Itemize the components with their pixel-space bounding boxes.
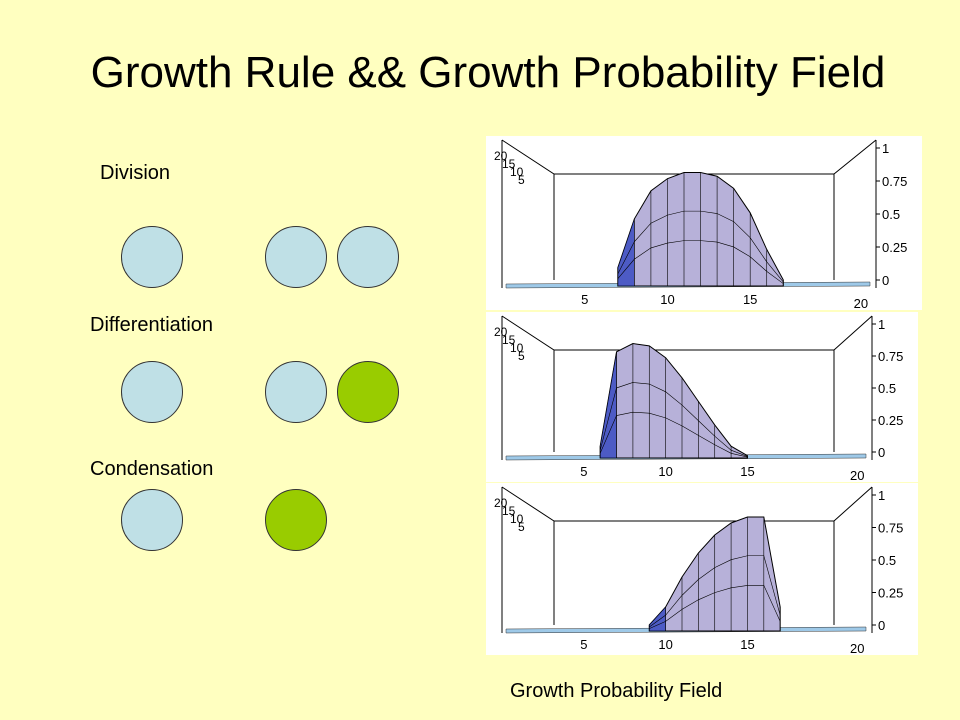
depth-tick-label: 15: [502, 157, 516, 171]
division-daughter-cell-2: [337, 226, 399, 288]
rule-label-differentiation: Differentiation: [90, 314, 214, 336]
probability-field-plot-2: 5 10 15 20 20 15 10 5 1 0.75 0.5 0.25 0: [486, 312, 918, 482]
rule-label-division: Division: [100, 162, 171, 184]
division-daughter-cell-1: [265, 226, 327, 288]
depth-tick-label: 5: [518, 520, 525, 534]
x-tick-label: 20: [850, 641, 864, 655]
frame-top-edge: [501, 315, 873, 351]
depth-tick-label: 5: [518, 173, 525, 187]
depth-tick-label: 10: [510, 341, 524, 355]
x-tick-label: 20: [850, 468, 864, 482]
depth-tick-label: 5: [518, 349, 525, 363]
x-tick-label: 20: [854, 296, 868, 310]
z-tick-label: 0.25: [882, 240, 907, 255]
frame-top-edge: [501, 486, 873, 522]
x-tick-label: 15: [743, 292, 757, 307]
probability-field-plot-3: 5 10 15 20 20 15 10 5 1 0.75 0.5 0.25 0: [486, 483, 918, 655]
surface-contour-line: [599, 382, 748, 457]
z-tick-label: 0.75: [878, 349, 903, 364]
depth-tick-label: 20: [494, 496, 508, 510]
plot-caption: Growth Probability Field: [510, 680, 723, 702]
x-tick-label: 5: [580, 464, 587, 479]
x-tick-label: 5: [581, 292, 588, 307]
depth-tick-label: 20: [494, 149, 508, 163]
z-tick-label: 0.25: [878, 586, 903, 601]
z-tick-label: 0.75: [878, 521, 903, 536]
depth-tick-label: 10: [510, 512, 524, 526]
probability-field-plot-1: 5 10 15 20 20 15 10 5 1 0.75 0.5 0.25 0: [486, 136, 922, 310]
slide-title: Growth Rule && Growth Probability Field: [90, 48, 886, 97]
condensation-mother-cell: [121, 489, 183, 551]
differentiation-daughter-cell-2: [337, 361, 399, 423]
surface-contour-line: [617, 240, 784, 284]
differentiation-mother-cell: [121, 361, 183, 423]
x-tick-label: 5: [580, 637, 587, 652]
x-tick-label: 15: [740, 637, 754, 652]
z-tick-label: 1: [882, 141, 889, 156]
z-tick-label: 0: [878, 618, 885, 633]
x-tick-label: 10: [658, 464, 672, 479]
z-tick-label: 0.5: [878, 381, 896, 396]
rule-label-condensation: Condensation: [90, 458, 214, 480]
surface-contour-line: [617, 210, 784, 283]
z-tick-label: 1: [878, 488, 885, 503]
z-tick-label: 0: [878, 445, 885, 460]
depth-tick-label: 15: [502, 504, 516, 518]
z-tick-label: 0.5: [882, 207, 900, 222]
x-tick-label: 15: [740, 464, 754, 479]
z-tick-label: 0.25: [878, 413, 903, 428]
surface-contour-line: [649, 555, 781, 628]
division-mother-cell: [121, 226, 183, 288]
surface-contour-line: [649, 585, 781, 629]
condensation-result-cell: [265, 489, 327, 551]
x-tick-label: 10: [660, 292, 674, 307]
z-tick-label: 0: [882, 273, 889, 288]
differentiation-daughter-cell-1: [265, 361, 327, 423]
z-tick-label: 1: [878, 317, 885, 332]
surface-leading-face: [599, 351, 617, 459]
depth-tick-label: 20: [494, 325, 508, 339]
surface-contour-line: [599, 411, 748, 458]
frame-top-edge: [501, 139, 877, 175]
z-tick-label: 0.75: [882, 174, 907, 189]
depth-tick-label: 15: [502, 333, 516, 347]
z-tick-label: 0.5: [878, 553, 896, 568]
x-tick-label: 10: [658, 637, 672, 652]
surface-body: [599, 343, 748, 459]
depth-tick-label: 10: [510, 165, 524, 179]
